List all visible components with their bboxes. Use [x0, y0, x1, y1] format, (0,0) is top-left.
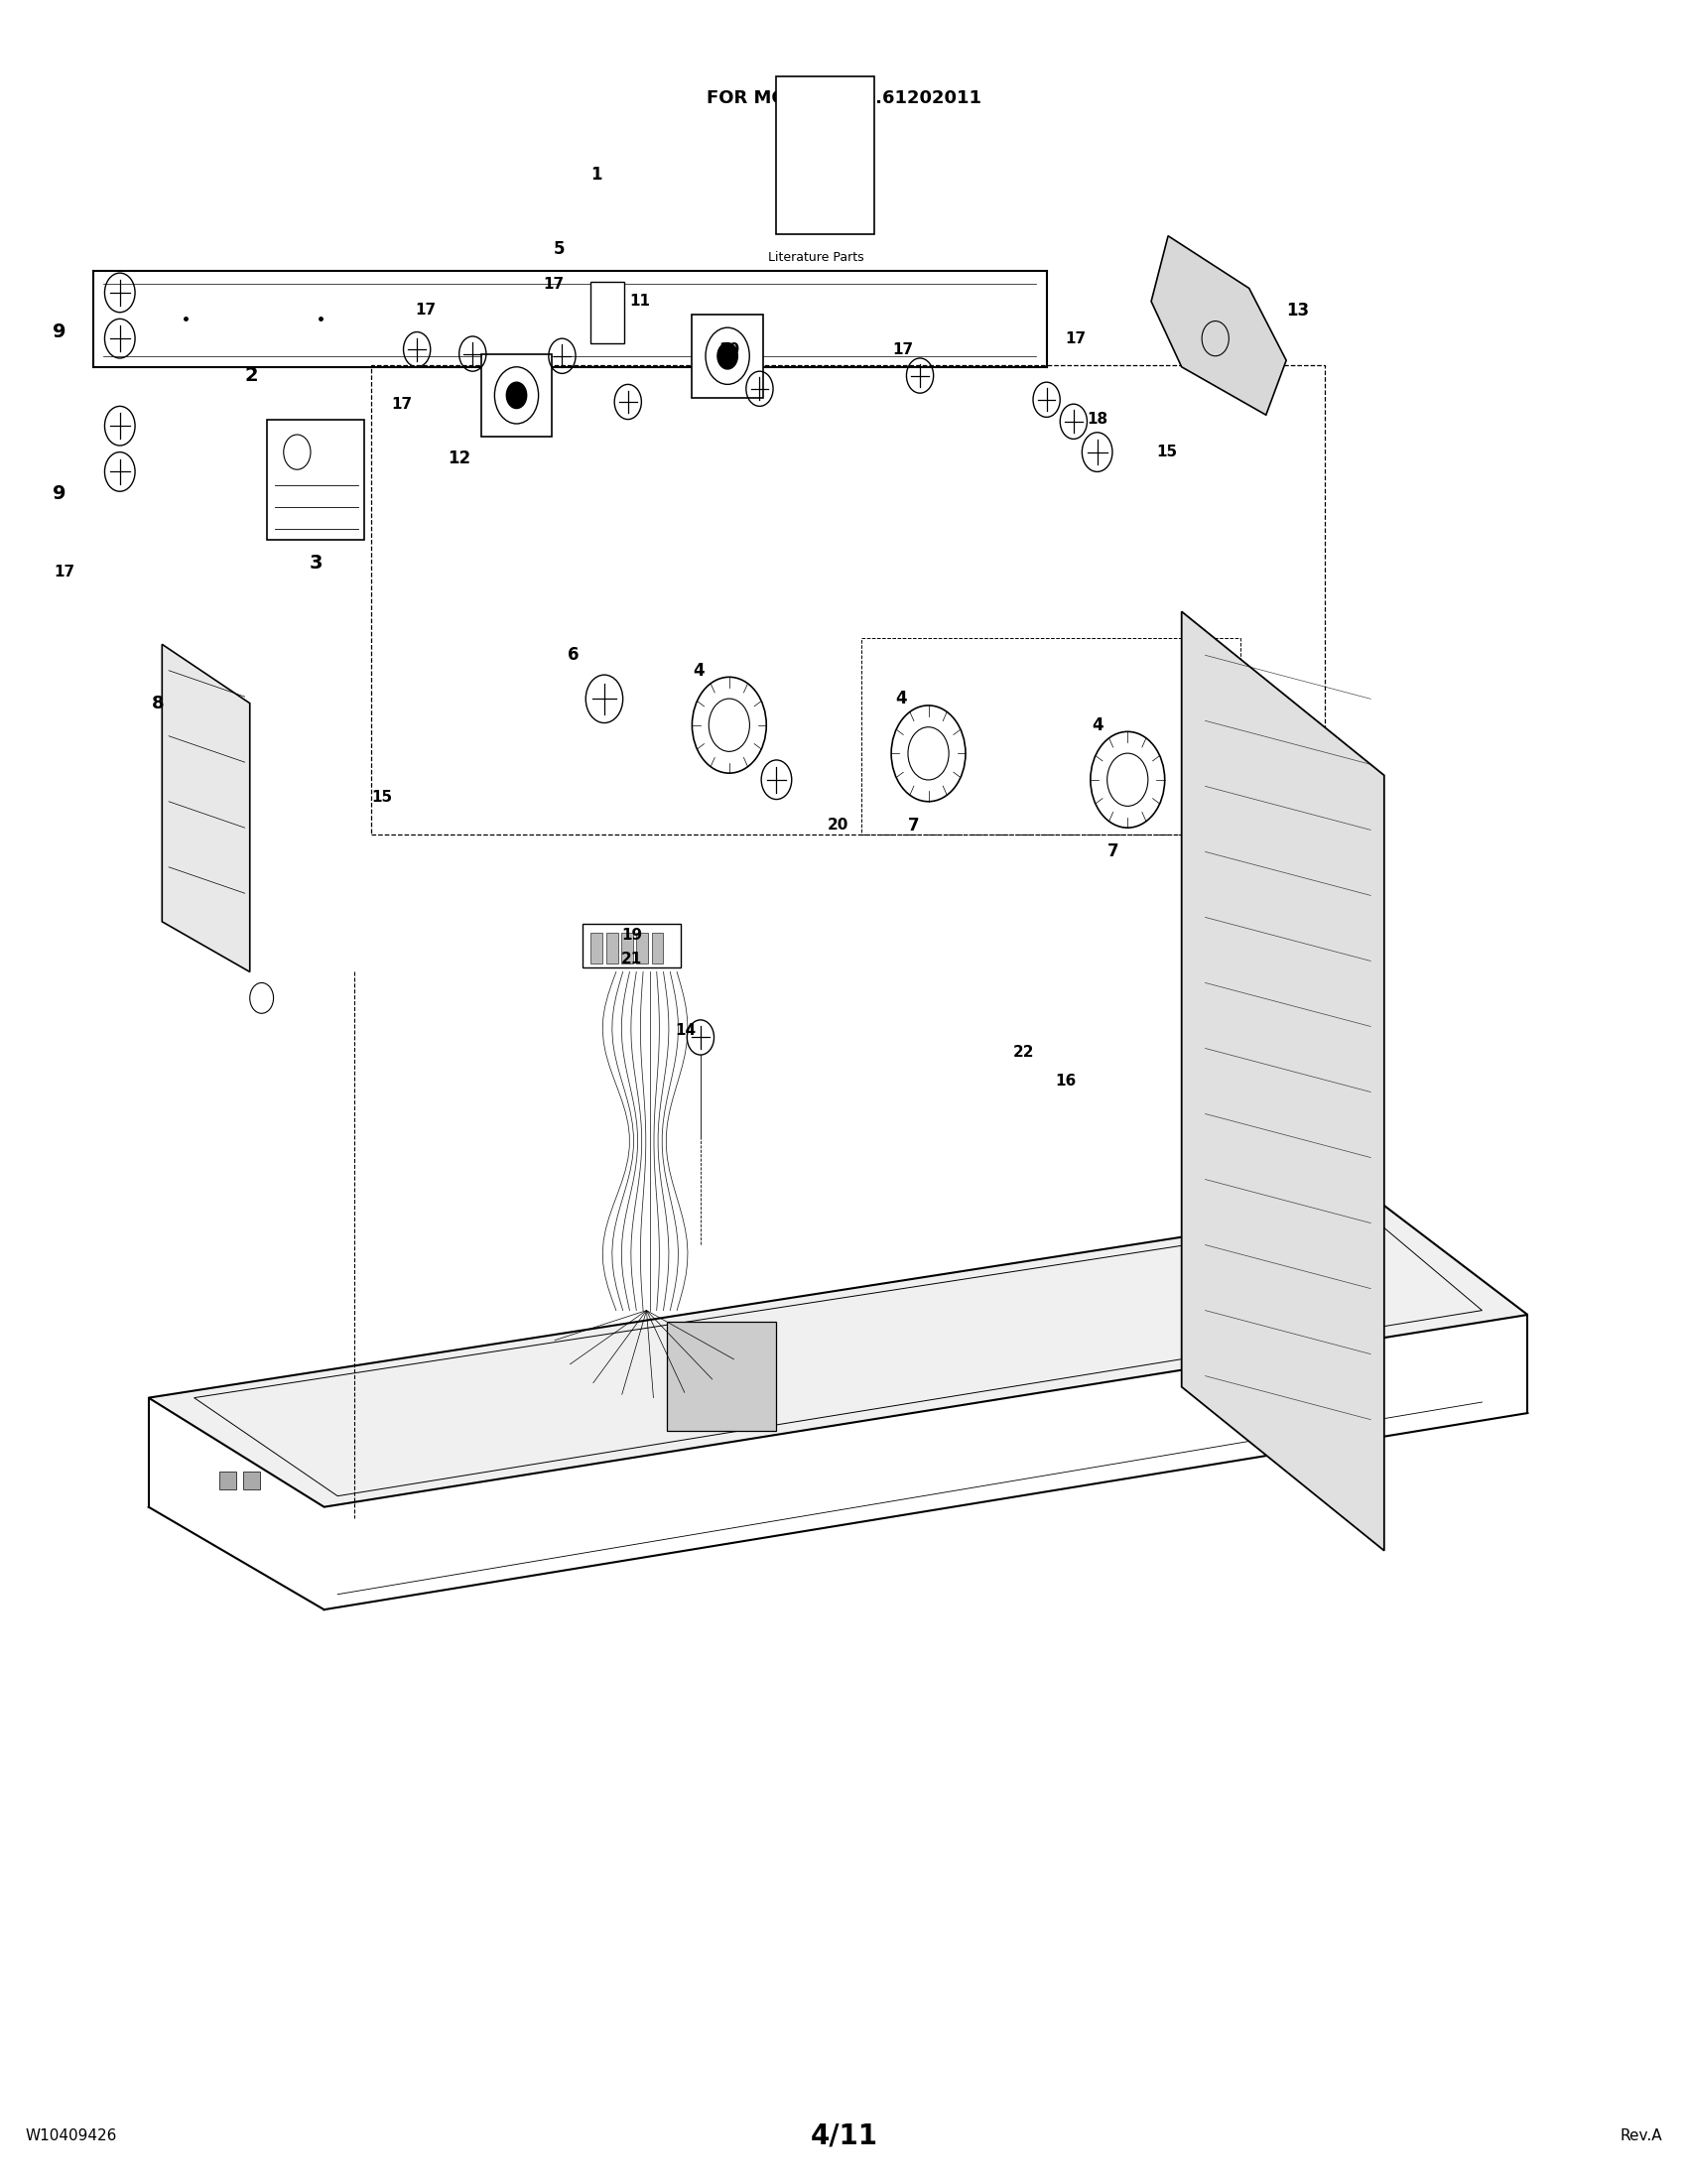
Text: 17: 17 [1065, 332, 1085, 345]
Bar [267, 419, 365, 539]
Bar [692, 314, 763, 397]
Text: 4: 4 [694, 662, 704, 679]
Text: 9: 9 [52, 323, 66, 341]
Text: 11: 11 [630, 295, 650, 308]
Bar [371, 365, 1325, 834]
Bar [591, 933, 603, 963]
Text: 19: 19 [621, 928, 641, 941]
Text: 17: 17 [544, 277, 564, 290]
Bar [606, 933, 618, 963]
Text: 4/11: 4/11 [810, 2123, 878, 2149]
Text: 14: 14 [675, 1024, 695, 1037]
Text: 15: 15 [1156, 446, 1177, 459]
Text: 4: 4 [1092, 716, 1102, 734]
Bar [621, 933, 633, 963]
Text: 20: 20 [827, 819, 849, 832]
Text: 18: 18 [1087, 413, 1107, 426]
Bar [776, 76, 874, 234]
Text: 5: 5 [554, 240, 565, 258]
Bar [667, 1321, 776, 1431]
Text: 1: 1 [591, 166, 603, 183]
Circle shape [506, 382, 527, 408]
Bar [652, 933, 663, 963]
Bar [591, 282, 625, 343]
Bar [861, 638, 1241, 834]
Text: 17: 17 [415, 304, 436, 317]
Text: 17: 17 [54, 566, 74, 579]
Text: 16: 16 [1055, 1075, 1075, 1088]
Text: 17: 17 [392, 397, 412, 411]
Text: 12: 12 [447, 450, 471, 467]
Text: 9: 9 [52, 485, 66, 502]
Circle shape [717, 343, 738, 369]
Polygon shape [149, 1206, 1528, 1507]
Text: 17: 17 [893, 343, 913, 356]
Text: 15: 15 [371, 791, 392, 804]
Text: 4: 4 [896, 690, 906, 708]
Polygon shape [162, 644, 250, 972]
Bar [481, 354, 552, 437]
Text: Rev.A: Rev.A [1620, 2129, 1663, 2143]
Bar [582, 924, 680, 968]
Text: (White): (White) [814, 120, 874, 138]
Polygon shape [1151, 236, 1286, 415]
Text: Literature Parts: Literature Parts [768, 251, 864, 264]
Text: 21: 21 [621, 952, 641, 965]
Text: 22: 22 [1013, 1046, 1035, 1059]
Text: 13: 13 [1286, 301, 1310, 319]
Text: 7: 7 [908, 817, 920, 834]
Text: 2: 2 [245, 367, 258, 384]
Text: 8: 8 [152, 695, 164, 712]
Text: 7: 7 [1107, 843, 1119, 860]
Bar [636, 933, 648, 963]
Text: 6: 6 [567, 646, 579, 664]
Text: W10409426: W10409426 [25, 2129, 116, 2143]
Polygon shape [1182, 612, 1384, 1551]
Text: FOR MODEL: 110.61202011: FOR MODEL: 110.61202011 [707, 90, 981, 107]
Text: 3: 3 [309, 555, 322, 572]
Bar [243, 1472, 260, 1489]
Bar [219, 1472, 236, 1489]
Text: 10: 10 [719, 343, 739, 356]
